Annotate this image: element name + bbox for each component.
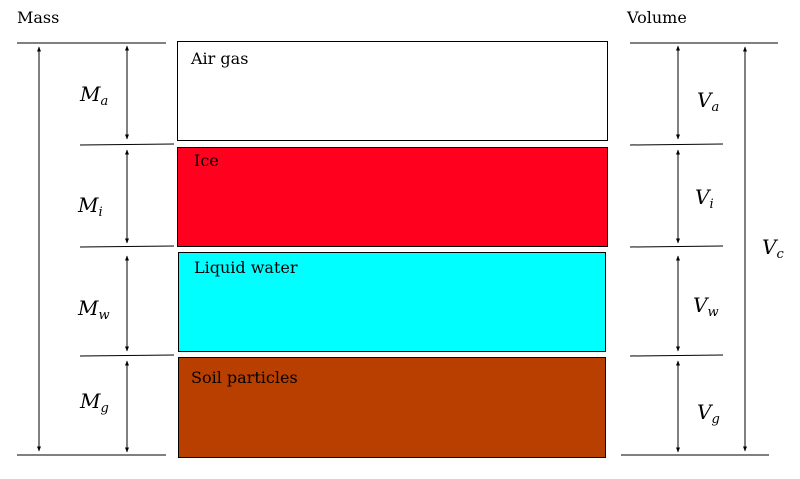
mass-symbol-water: Mw xyxy=(78,296,110,323)
layer-air-gas-label: Air gas xyxy=(191,49,249,68)
layer-liquid-water-label: Liquid water xyxy=(194,258,298,277)
volume-boundary-line xyxy=(629,354,724,357)
mass-symbol-air: Ma xyxy=(80,82,109,109)
layer-soil-particles xyxy=(178,357,606,458)
layer-ice-label: Ice xyxy=(194,151,219,170)
volume-symbol-air: Va xyxy=(697,88,720,115)
volume-symbol-soil: Vg xyxy=(697,400,720,427)
mass-boundary-line xyxy=(79,354,175,357)
layer-liquid-water xyxy=(178,252,606,352)
mass-symbol-soil: Mg xyxy=(80,389,109,416)
layer-soil-particles-label: Soil particles xyxy=(191,368,298,387)
volume-boundary-line xyxy=(629,143,724,146)
layer-air-gas xyxy=(177,41,608,141)
volume-header: Volume xyxy=(627,8,687,27)
volume-symbol-water: Vw xyxy=(693,293,719,320)
mass-header: Mass xyxy=(17,8,60,27)
volume-symbol-total: Vc xyxy=(762,235,784,262)
mass-boundary-line xyxy=(79,245,175,248)
layer-ice xyxy=(177,147,608,247)
volume-symbol-ice: Vi xyxy=(695,185,714,212)
volume-boundary-line xyxy=(629,245,724,248)
mass-symbol-ice: Mi xyxy=(78,193,103,220)
mass-boundary-line xyxy=(79,143,175,146)
